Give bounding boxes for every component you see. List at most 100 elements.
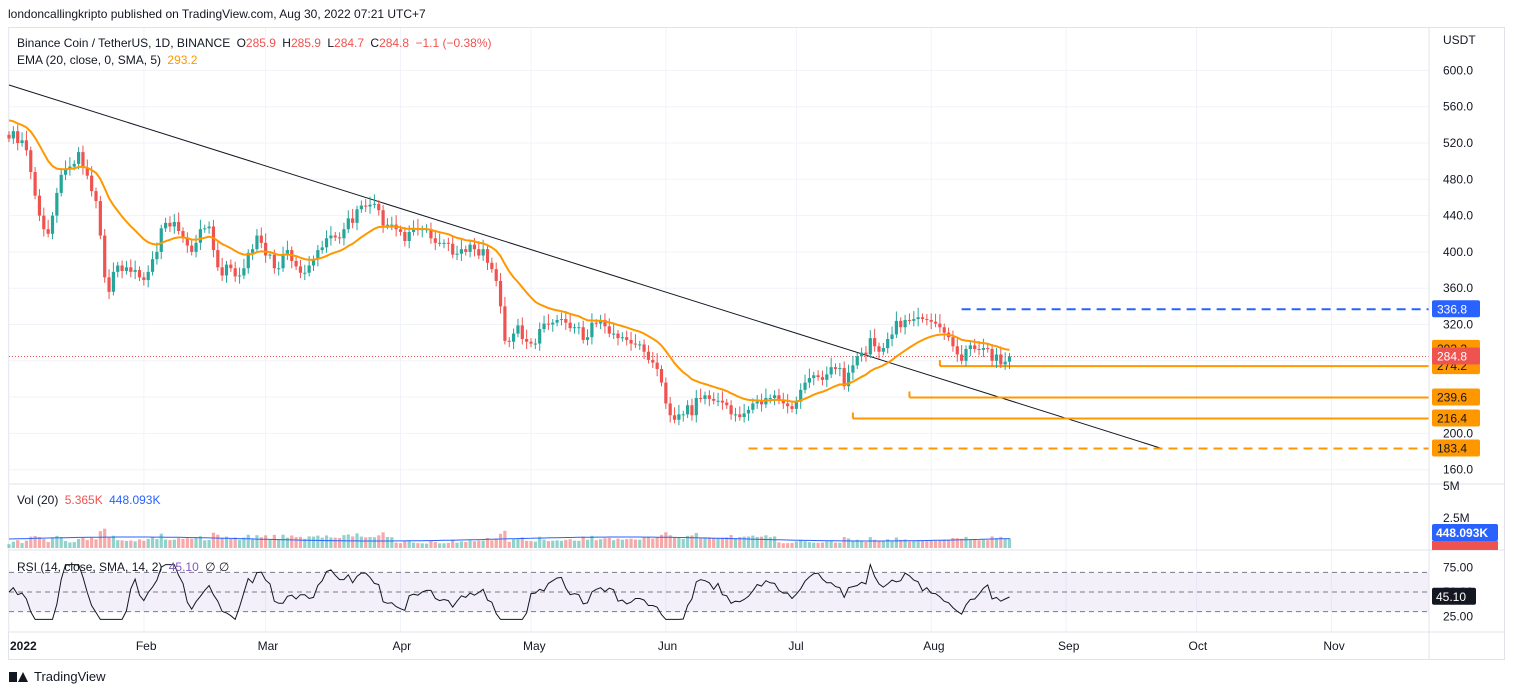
candle-body bbox=[525, 339, 529, 342]
volume-legend[interactable]: Vol (20) 5.365K 448.093K bbox=[17, 493, 163, 507]
candle-body bbox=[812, 375, 816, 379]
candle-body bbox=[142, 277, 146, 281]
volume-bar bbox=[107, 537, 111, 548]
candle-body bbox=[794, 401, 798, 409]
candle-body bbox=[568, 322, 572, 329]
volume-bar bbox=[203, 540, 207, 548]
candle-body bbox=[703, 395, 707, 399]
candle-body bbox=[155, 251, 159, 260]
volume-bar bbox=[694, 532, 698, 548]
volume-bar bbox=[16, 540, 20, 548]
volume-ma-tag-bg bbox=[1432, 524, 1498, 541]
volume-bar bbox=[494, 538, 498, 548]
candle-body bbox=[77, 152, 81, 164]
candle-body bbox=[172, 221, 176, 227]
candle-body bbox=[933, 321, 938, 324]
candle-body bbox=[694, 398, 698, 416]
candle-body bbox=[716, 400, 720, 402]
candle-body bbox=[786, 403, 790, 407]
volume-bar bbox=[572, 540, 577, 548]
candle-body bbox=[303, 272, 307, 274]
candle-body bbox=[37, 195, 42, 216]
volume-bar bbox=[403, 540, 407, 548]
volume-bar bbox=[211, 532, 216, 548]
candle-body bbox=[755, 401, 759, 404]
volume-bar bbox=[664, 532, 668, 548]
volume-bar bbox=[633, 539, 637, 548]
volume-bar bbox=[224, 536, 229, 548]
candle-body bbox=[472, 244, 477, 250]
volume-bar bbox=[185, 538, 189, 548]
candle-body bbox=[564, 319, 568, 323]
candle-body bbox=[94, 191, 98, 202]
candle-body bbox=[268, 254, 272, 256]
volume-bar bbox=[768, 537, 772, 548]
candle-body bbox=[338, 237, 342, 239]
volume-bar bbox=[590, 535, 594, 548]
candle-body bbox=[968, 345, 972, 350]
candle-body bbox=[120, 265, 124, 271]
volume-bar bbox=[1003, 539, 1007, 548]
ema-legend[interactable]: EMA (20, close, 0, SMA, 5) 293.2 bbox=[17, 53, 200, 67]
candle-body bbox=[681, 414, 685, 416]
volume-bar bbox=[277, 539, 281, 548]
candle-body bbox=[916, 317, 920, 320]
candle-body bbox=[672, 415, 677, 420]
volume-bar bbox=[720, 537, 724, 548]
candle-body bbox=[599, 319, 603, 324]
publisher-caption: londoncallingkripto published on Trading… bbox=[8, 7, 426, 21]
volume-bar bbox=[538, 536, 542, 548]
volume-ma-line bbox=[8, 536, 1010, 542]
volume-bar bbox=[459, 541, 463, 548]
volume-bar bbox=[133, 541, 137, 548]
volume-bar bbox=[137, 539, 142, 548]
ema-value: 293.2 bbox=[167, 53, 198, 67]
volume-bar bbox=[533, 541, 537, 548]
level-tag-bg bbox=[1432, 300, 1480, 318]
level-tag-bg bbox=[1432, 388, 1480, 406]
volume-bar bbox=[651, 538, 655, 548]
candle-body bbox=[1007, 356, 1012, 362]
candle-body bbox=[938, 323, 942, 328]
candle-body bbox=[838, 368, 842, 370]
volume-bar bbox=[907, 541, 912, 548]
volume-ma-value: 448.093K bbox=[109, 493, 161, 507]
candle-body bbox=[577, 327, 581, 329]
candle-body bbox=[638, 344, 642, 346]
volume-bar bbox=[324, 535, 329, 548]
candle-body bbox=[790, 406, 794, 409]
candle-body bbox=[59, 174, 63, 193]
volume-bar bbox=[568, 539, 572, 548]
volume-bar bbox=[451, 539, 455, 548]
candle-body bbox=[546, 323, 550, 325]
candle-body bbox=[429, 229, 433, 239]
volume-bar bbox=[446, 542, 450, 548]
rsi-tag: 45.10 bbox=[1436, 590, 1466, 604]
rsi-tick-label: 25.00 bbox=[1443, 610, 1473, 624]
volume-bar bbox=[938, 540, 942, 548]
candle-body bbox=[403, 231, 407, 242]
candle-body bbox=[407, 231, 411, 242]
candle-body bbox=[607, 326, 611, 334]
volume-bar bbox=[755, 536, 759, 548]
volume-bar bbox=[37, 537, 42, 548]
candle-body bbox=[585, 337, 590, 340]
candle-body bbox=[259, 235, 263, 243]
candle-body bbox=[490, 262, 494, 270]
candle-body bbox=[633, 343, 637, 345]
candle-body bbox=[668, 403, 672, 416]
volume-bar bbox=[620, 539, 624, 548]
volume-bar bbox=[986, 540, 990, 548]
rsi-legend[interactable]: RSI (14, close, SMA, 14, 2) 45.10 ∅ ∅ bbox=[17, 560, 232, 574]
candle-body bbox=[886, 339, 890, 349]
rsi-label: RSI (14, close, SMA, 14, 2) bbox=[17, 560, 163, 574]
volume-bar bbox=[960, 538, 964, 548]
candle-body bbox=[446, 242, 450, 244]
ohlc-open-value: 285.9 bbox=[245, 36, 276, 50]
ohlc-high-label: H bbox=[282, 36, 291, 50]
volume-bar bbox=[455, 542, 459, 548]
tradingview-footer[interactable]: TradingView bbox=[9, 669, 106, 684]
volume-bar bbox=[242, 537, 246, 548]
candle-body bbox=[220, 267, 224, 276]
